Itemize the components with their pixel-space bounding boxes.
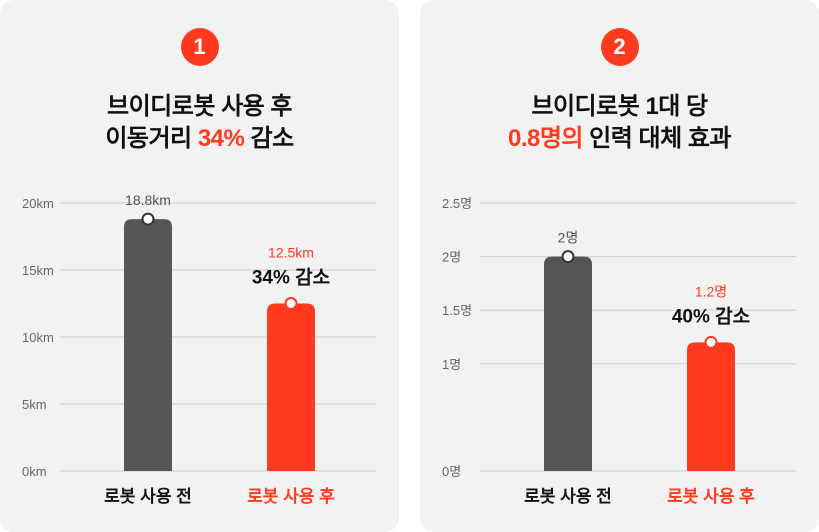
category-label: 로봇 사용 후 (247, 486, 335, 506)
category-label: 로봇 사용 후 (667, 486, 755, 506)
bar-marker (284, 297, 298, 310)
bar (124, 219, 172, 471)
data-label: 18.8km (125, 192, 171, 208)
y-tick-label: 2명 (442, 250, 461, 265)
data-label: 12.5km (268, 245, 314, 261)
reduction-annotation: 40% 감소 (672, 305, 750, 327)
panel-staffing: 2 브이디로봇 1대 당 0.8명의 인력 대체 효과 0명 1명 1.5명 2명 2.… (420, 0, 819, 532)
panel-title-line1: 브이디로봇 1대 당 (531, 93, 708, 120)
panel-title-line2: 0.8명의 인력 대체 효과 (420, 118, 819, 153)
step-badge-1: 1 (180, 28, 219, 66)
bar-marker (561, 250, 575, 264)
title-suffix: 감소 (244, 125, 295, 152)
title-prefix: 이동거리 (105, 125, 198, 152)
y-tick-label: 15km (22, 263, 54, 278)
y-tick-label: 1명 (442, 357, 461, 372)
step-badge-2: 2 (600, 28, 639, 66)
reduction-annotation: 34% 감소 (252, 267, 330, 289)
y-tick-label: 10km (22, 330, 54, 345)
panel-title-line2: 이동거리 34% 감소 (0, 118, 399, 153)
panel-title-line1: 브이디로봇 사용 후 (107, 93, 292, 120)
bar (687, 342, 735, 471)
distance-bar-chart: 0km 5km 10km 15km 20km 18.8km 로봇 사용 전 12.5km 로봇 … (22, 192, 376, 506)
data-label: 2명 (558, 230, 579, 246)
category-label: 로봇 사용 전 (104, 487, 192, 506)
y-tick-label: 5km (22, 397, 47, 412)
title-suffix: 인력 대체 효과 (583, 125, 731, 152)
bar-marker (704, 335, 718, 349)
y-tick-label: 0km (22, 464, 47, 479)
data-label: 1.2명 (695, 283, 727, 299)
title-highlight: 34% (197, 125, 245, 152)
y-tick-label: 20km (22, 196, 54, 211)
panel-distance: 1 브이디로봇 사용 후 이동거리 34% 감소 0km 5km 10km 15km 2… (0, 0, 399, 532)
y-tick-label: 1.5명 (442, 303, 472, 318)
y-tick-label: 0명 (442, 464, 461, 479)
y-tick-label: 2.5명 (442, 196, 472, 211)
bar (544, 256, 592, 471)
bar-marker (141, 212, 155, 226)
title-highlight: 0.8명의 (507, 125, 584, 152)
bar (267, 303, 315, 471)
category-label: 로봇 사용 전 (524, 487, 612, 506)
